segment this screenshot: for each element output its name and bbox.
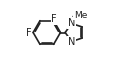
Text: N: N xyxy=(68,18,75,28)
Text: F: F xyxy=(51,14,57,24)
Text: N: N xyxy=(68,37,75,47)
Text: F: F xyxy=(26,27,31,38)
Text: Me: Me xyxy=(74,11,87,20)
